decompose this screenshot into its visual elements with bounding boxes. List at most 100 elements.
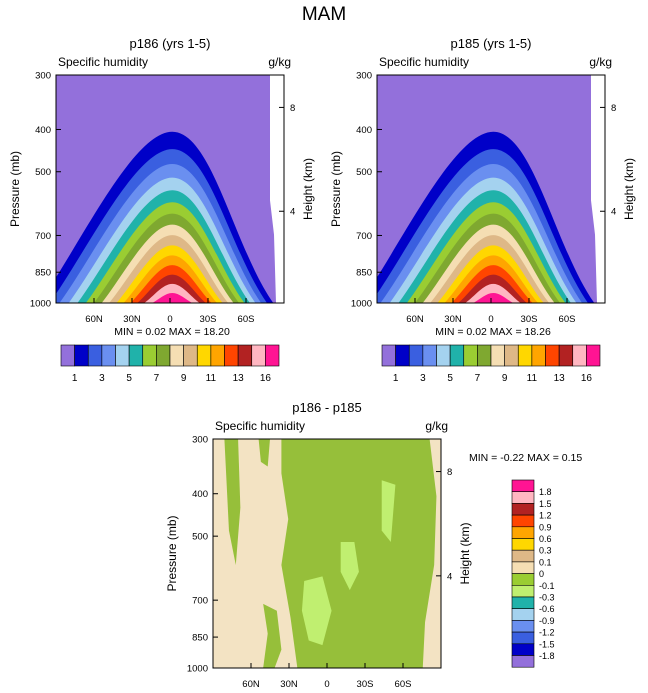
colorbar-swatch bbox=[545, 344, 560, 367]
colorbar-label: 0.1 bbox=[539, 557, 552, 567]
colorbar-swatch bbox=[436, 344, 451, 367]
y-axis-label: Pressure (mb) bbox=[8, 151, 22, 227]
contour-fill bbox=[213, 439, 441, 668]
y2-tick-label: 4 bbox=[290, 207, 295, 218]
y-tick-label: 400 bbox=[192, 489, 208, 500]
colorbar-swatch bbox=[511, 608, 535, 621]
y-tick-label: 500 bbox=[35, 167, 51, 178]
colorbar-swatch bbox=[183, 344, 198, 367]
colorbar-label: 13 bbox=[554, 373, 566, 384]
colorbar-label: 0.3 bbox=[539, 546, 552, 556]
colorbar-swatch bbox=[531, 344, 546, 367]
colorbar-swatch bbox=[251, 344, 266, 367]
x-tick-label: 0 bbox=[324, 679, 329, 690]
panel-title: p185 (yrs 1-5) bbox=[451, 36, 532, 51]
y-tick-label: 300 bbox=[192, 435, 208, 446]
colorbar-swatch bbox=[511, 596, 535, 609]
y2-axis-label: Height (km) bbox=[458, 522, 472, 584]
x-tick-label: 60N bbox=[242, 679, 260, 690]
colorbar-swatch bbox=[408, 344, 424, 367]
colorbar-swatch bbox=[156, 344, 171, 367]
colorbar-swatch bbox=[511, 479, 535, 492]
colorbar-swatch bbox=[463, 344, 478, 367]
colorbar-label: 1 bbox=[72, 373, 78, 384]
y-tick-label: 700 bbox=[35, 231, 51, 242]
colorbar-swatch bbox=[128, 344, 144, 367]
x-tick-label: 30S bbox=[521, 314, 538, 325]
colorbar-swatch bbox=[169, 344, 184, 367]
y2-tick-label: 8 bbox=[290, 103, 295, 114]
variable-label: Specific humidity bbox=[58, 55, 148, 69]
colorbar-swatch bbox=[511, 573, 535, 586]
colorbar-label: 13 bbox=[233, 373, 245, 384]
colorbar-swatch bbox=[490, 344, 505, 367]
colorbar-label: 1.2 bbox=[539, 511, 552, 521]
colorbar-swatch bbox=[511, 538, 535, 551]
contour-band bbox=[473, 293, 514, 303]
y-tick-label: 850 bbox=[35, 268, 51, 279]
colorbar-label: 1.8 bbox=[539, 487, 552, 497]
y-tick-label: 400 bbox=[35, 125, 51, 136]
colorbar-label: 7 bbox=[475, 373, 481, 384]
colorbar-label: 1 bbox=[393, 373, 399, 384]
figure-title: MAM bbox=[302, 4, 346, 25]
diff-band-negative-strong bbox=[340, 542, 359, 591]
x-tick-label: 60S bbox=[395, 679, 412, 690]
x-tick-label: 30N bbox=[280, 679, 298, 690]
colorbar-swatch bbox=[511, 526, 535, 539]
colorbar-label: -1.8 bbox=[539, 651, 555, 661]
y-tick-label: 1000 bbox=[187, 664, 208, 675]
colorbar-label: -0.6 bbox=[539, 604, 555, 614]
x-tick-label: 30S bbox=[357, 679, 374, 690]
units-label: g/kg bbox=[268, 55, 291, 69]
units-label: g/kg bbox=[589, 55, 612, 69]
variable-label: Specific humidity bbox=[379, 55, 469, 69]
panel-p186: p186 (yrs 1-5)Specific humidity g/kg30040… bbox=[8, 36, 315, 384]
y-axis-label: Pressure (mb) bbox=[165, 515, 179, 591]
colorbar-swatch bbox=[511, 549, 535, 563]
colorbar-label: -1.2 bbox=[539, 628, 555, 638]
y-axis-label: Pressure (mb) bbox=[329, 151, 343, 227]
stats-label: MIN = 0.02 MAX = 18.26 bbox=[435, 326, 551, 338]
colorbar-swatch bbox=[511, 561, 535, 574]
colorbar-label: 0.6 bbox=[539, 534, 552, 544]
colorbar-swatch bbox=[142, 344, 157, 367]
colorbar-label: 0 bbox=[539, 569, 544, 579]
colorbar-swatch bbox=[586, 344, 601, 367]
colorbar-swatch bbox=[511, 514, 535, 528]
diff-band-negative-strong bbox=[381, 480, 396, 543]
colorbar-swatch bbox=[511, 655, 535, 668]
y2-tick-label: 4 bbox=[447, 571, 452, 582]
colorbar-label: 11 bbox=[527, 373, 538, 384]
y-tick-label: 300 bbox=[356, 71, 372, 82]
x-tick-label: 30N bbox=[123, 314, 141, 325]
x-tick-label: 60S bbox=[238, 314, 255, 325]
colorbar-swatch bbox=[511, 620, 535, 633]
missing-data-region bbox=[270, 75, 284, 303]
colorbar-swatch bbox=[224, 344, 239, 367]
colorbar-label: 5 bbox=[126, 373, 132, 384]
diff-band-negative bbox=[224, 439, 241, 565]
colorbar-label: 7 bbox=[154, 373, 160, 384]
colorbar-swatch bbox=[511, 631, 535, 645]
colorbar-swatch bbox=[265, 344, 280, 367]
variable-label: Specific humidity bbox=[215, 419, 305, 433]
colorbar-swatch bbox=[572, 344, 587, 367]
colorbar-swatch bbox=[511, 503, 535, 516]
y2-axis-label: Height (km) bbox=[301, 158, 315, 220]
units-label: g/kg bbox=[425, 419, 448, 433]
y-tick-label: 850 bbox=[356, 268, 372, 279]
y-tick-label: 1000 bbox=[351, 299, 372, 310]
diff-band-negative bbox=[258, 439, 270, 467]
contour-fill bbox=[56, 75, 284, 303]
stats-label: MIN = -0.22 MAX = 0.15 bbox=[469, 452, 582, 464]
colorbar-label: -0.3 bbox=[539, 593, 555, 603]
y-tick-label: 850 bbox=[192, 633, 208, 644]
panel-title: p186 (yrs 1-5) bbox=[130, 36, 211, 51]
colorbar-label: -0.1 bbox=[539, 581, 555, 591]
x-tick-label: 30N bbox=[444, 314, 462, 325]
diff-band-negative bbox=[263, 603, 282, 668]
y-tick-label: 1000 bbox=[30, 299, 51, 310]
x-tick-label: 0 bbox=[167, 314, 172, 325]
